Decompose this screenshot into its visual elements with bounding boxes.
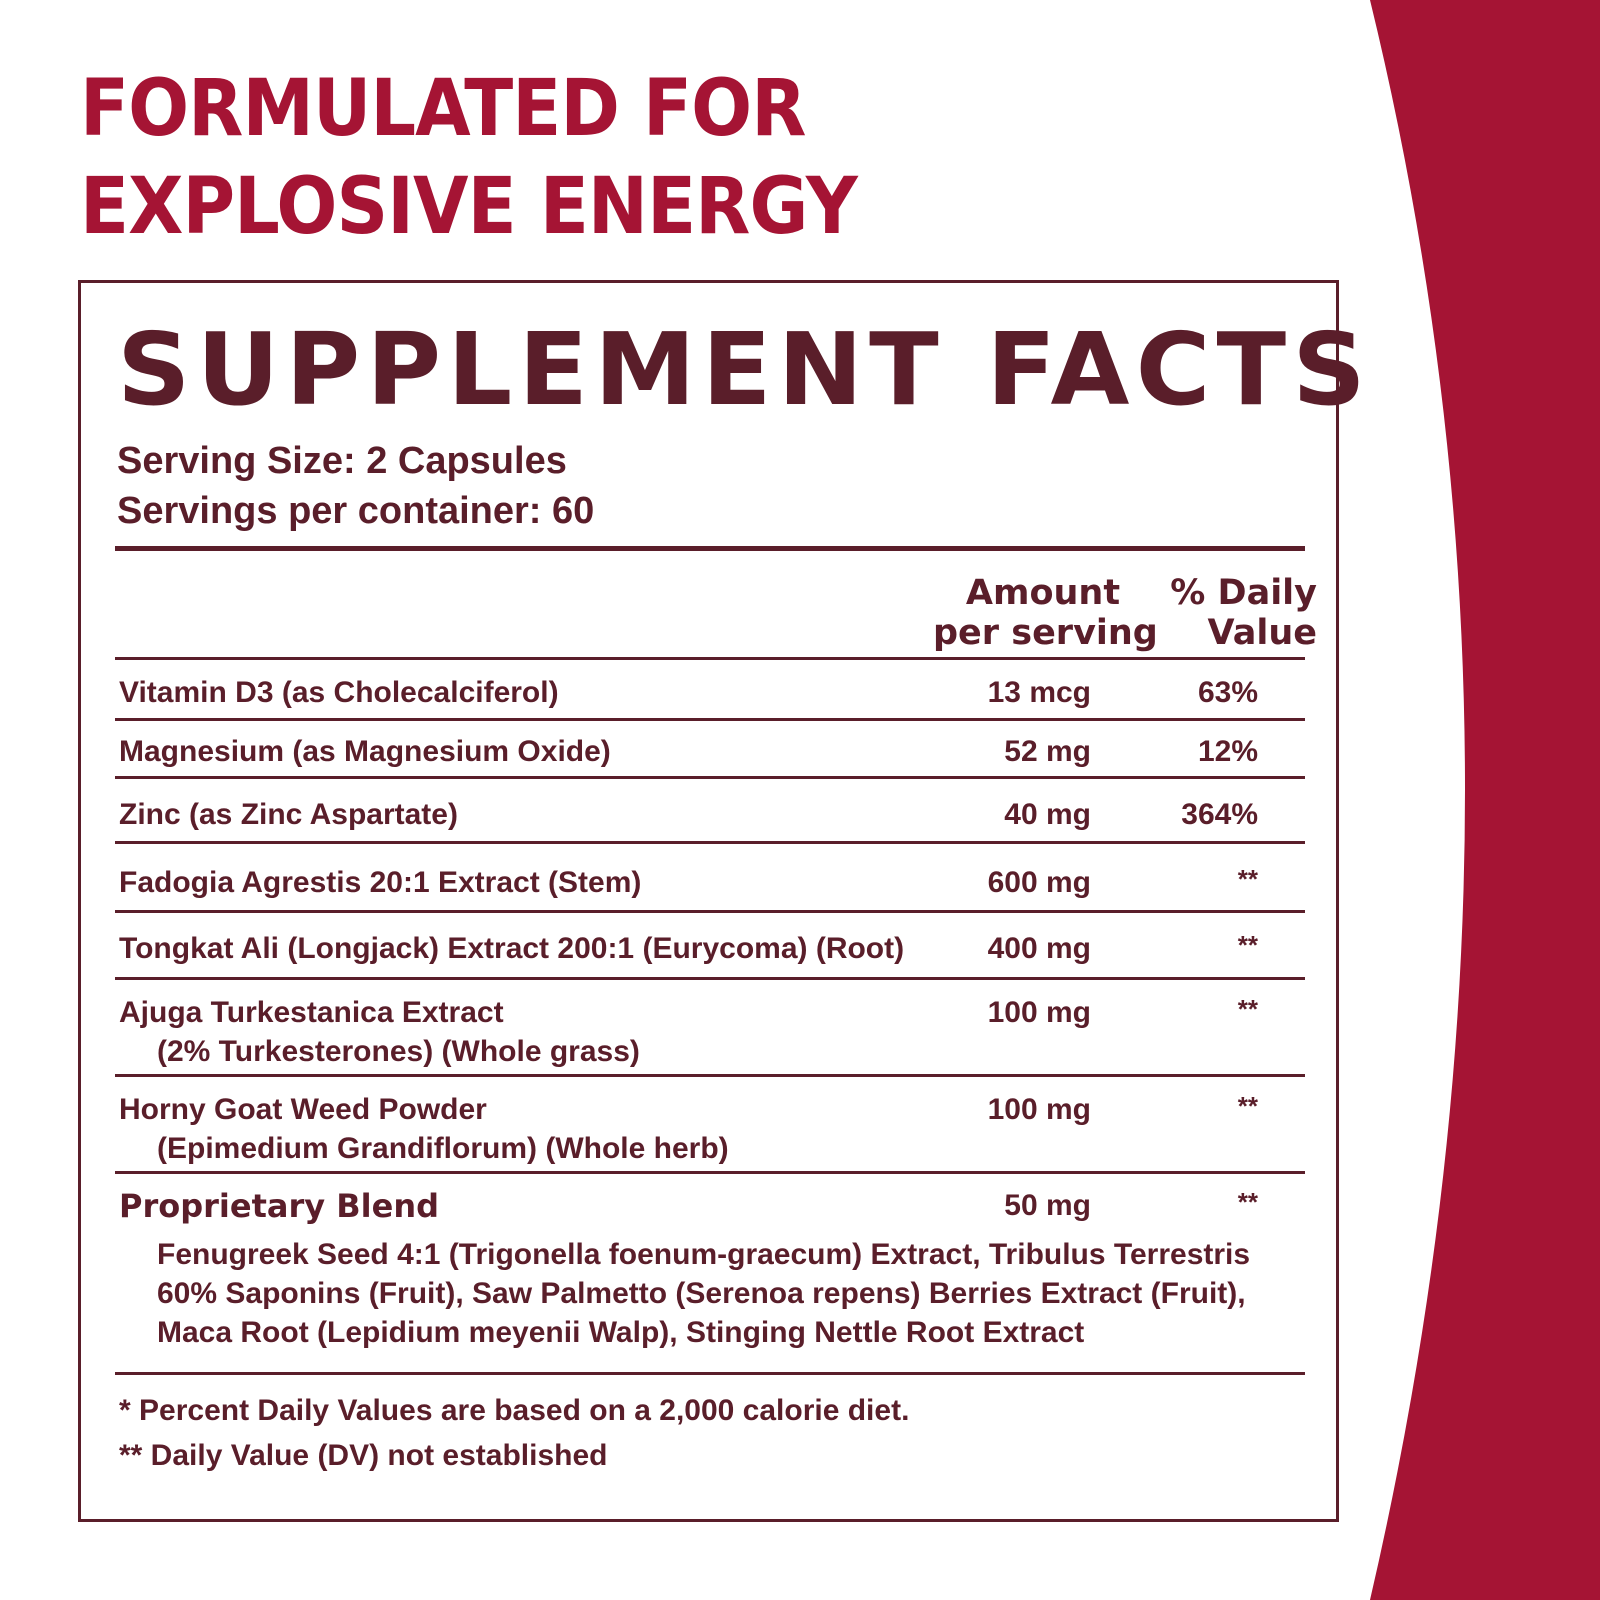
headline-line-2: EXPLOSIVE ENERGY: [80, 162, 858, 252]
ingredient-name: Zinc (as Zinc Aspartate): [119, 798, 458, 831]
blend-line: 60% Saponins (Fruit), Saw Palmetto (Sere…: [157, 1277, 1246, 1310]
ingredient-amount: 40 mg: [1004, 798, 1091, 831]
blend-line: Fenugreek Seed 4:1 (Trigonella foenum-gr…: [157, 1238, 1251, 1271]
ingredient-daily-value: 63%: [1197, 676, 1258, 709]
dv-header-line-2: Value: [1207, 613, 1317, 653]
headline: FORMULATED FOR EXPLOSIVE ENERGY: [80, 60, 858, 256]
ingredient-amount: 52 mg: [1004, 735, 1091, 768]
amount-header-line-2: per serving: [933, 613, 1158, 653]
ingredient-daily-value: **: [1237, 930, 1258, 960]
ingredient-daily-value: **: [1237, 994, 1258, 1024]
serving-size: Serving Size: 2 Capsules: [117, 440, 567, 482]
ingredient-amount: 600 mg: [987, 866, 1091, 899]
divider: [115, 910, 1305, 913]
ingredient-subtitle: (Epimedium Grandiflorum) (Whole herb): [157, 1132, 729, 1165]
ingredient-daily-value: 364%: [1181, 798, 1258, 831]
ingredient-subtitle: (2% Turkesterones) (Whole grass): [157, 1035, 640, 1068]
ingredient-name: Fadogia Agrestis 20:1 Extract (Stem): [119, 866, 642, 899]
ingredient-daily-value: 12%: [1197, 735, 1258, 768]
footnote-dv-not-established: ** Daily Value (DV) not established: [119, 1439, 608, 1472]
divider: [115, 1171, 1305, 1174]
ingredient-daily-value: **: [1237, 864, 1258, 894]
facts-title: SUPPLEMENT FACTS: [117, 311, 1372, 428]
servings-per-container: Servings per container: 60: [117, 490, 595, 532]
blend-line: Maca Root (Lepidium meyenii Walp), Sting…: [157, 1316, 1085, 1349]
ingredient-name: Tongkat Ali (Longjack) Extract 200:1 (Eu…: [119, 932, 905, 965]
ingredient-name: Horny Goat Weed Powder: [119, 1093, 487, 1126]
footnote-percent-dv: * Percent Daily Values are based on a 2,…: [119, 1394, 910, 1427]
column-header-daily-value: % Daily Value: [1167, 573, 1317, 653]
divider: [115, 718, 1305, 721]
ingredient-name: Magnesium (as Magnesium Oxide): [119, 735, 611, 768]
dv-header-line-1: % Daily: [1170, 573, 1317, 613]
divider: [115, 657, 1305, 660]
proprietary-blend-title: Proprietary Blend: [119, 1187, 439, 1225]
header-divider: [115, 546, 1305, 551]
ingredient-amount: 100 mg: [987, 1093, 1091, 1126]
footer-divider: [115, 1372, 1305, 1375]
divider: [115, 977, 1305, 980]
divider: [115, 841, 1305, 844]
proprietary-blend-daily-value: **: [1237, 1187, 1258, 1217]
proprietary-blend-ingredients: Fenugreek Seed 4:1 (Trigonella foenum-gr…: [157, 1235, 1250, 1352]
divider: [115, 776, 1305, 779]
supplement-facts-panel: SUPPLEMENT FACTS Serving Size: 2 Capsule…: [78, 280, 1366, 1522]
divider: [115, 1074, 1305, 1077]
ingredient-name: Vitamin D3 (as Cholecalciferol): [119, 676, 559, 709]
ingredient-amount: 100 mg: [987, 996, 1091, 1029]
column-header-amount: Amount per serving: [933, 573, 1158, 653]
headline-line-1: FORMULATED FOR: [80, 64, 806, 154]
serving-info: Serving Size: 2 Capsules Servings per co…: [117, 436, 594, 536]
proprietary-blend-amount: 50 mg: [1004, 1189, 1091, 1222]
ingredient-amount: 400 mg: [987, 932, 1091, 965]
ingredient-amount: 13 mcg: [987, 676, 1091, 709]
ingredient-daily-value: **: [1237, 1091, 1258, 1121]
amount-header-line-1: Amount: [965, 573, 1121, 613]
ingredient-name: Ajuga Turkestanica Extract: [119, 996, 504, 1029]
